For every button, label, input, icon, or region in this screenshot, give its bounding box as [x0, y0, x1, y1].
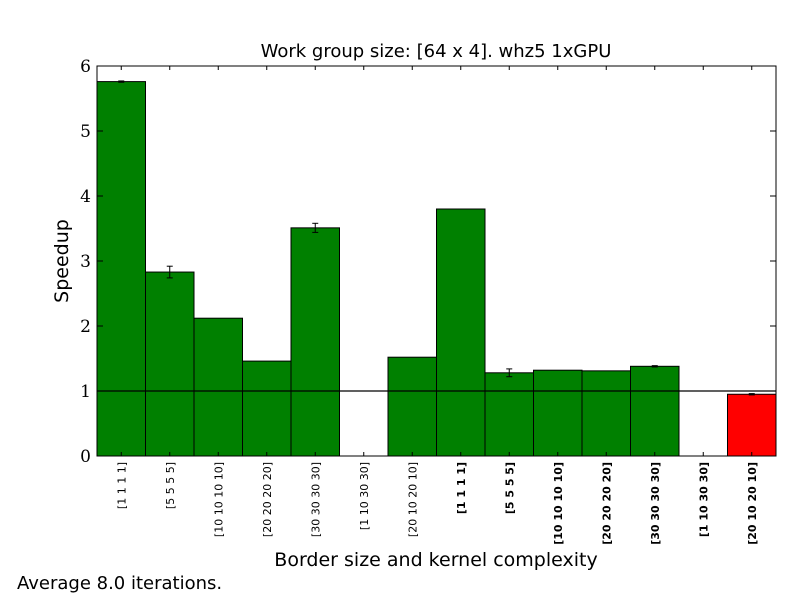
error-bar [506, 368, 513, 378]
error-bar [118, 80, 125, 83]
bar [533, 369, 583, 457]
y-tick-label: 1 [80, 382, 91, 402]
y-tick-label: 0 [80, 447, 91, 467]
bars-layer [96, 81, 777, 457]
bar [290, 227, 340, 457]
x-axis-ticks: [1 1 1 1] [5 5 5 5] [10 10 10 10] [20 20 20… [115, 66, 759, 545]
y-tick-label: 6 [80, 57, 91, 77]
y-axis-ticks: 0 1 2 3 4 5 6 [80, 57, 776, 467]
x-tick-label: [5 5 5 5] [164, 462, 177, 509]
bar [436, 208, 486, 457]
x-tick-label: [1 1 1 1] [115, 462, 128, 509]
error-bar [748, 393, 755, 396]
chart-title: Work group size: [64 x 4]. whz5 1xGPU [261, 41, 612, 62]
x-tick-label: [5 5 5 5] [503, 462, 516, 514]
bar [484, 372, 534, 457]
bar [727, 393, 777, 457]
bar [145, 271, 195, 457]
y-tick-label: 2 [80, 317, 91, 337]
bar [581, 370, 631, 457]
bar [96, 81, 146, 457]
x-tick-label: [20 20 20 20] [600, 462, 613, 545]
x-tick-label: [20 10 20 10] [746, 462, 759, 545]
error-bar [166, 265, 173, 279]
bar [630, 365, 680, 457]
y-tick-label: 3 [80, 252, 91, 272]
bar [387, 356, 437, 457]
x-axis-label: Border size and kernel complexity [274, 549, 597, 571]
y-axis-label: Speedup [51, 219, 73, 303]
x-tick-label: [10 10 10 10] [212, 462, 225, 537]
bar [193, 317, 243, 457]
x-tick-label: [1 1 1 1] [455, 462, 468, 514]
footer-note: Average 8.0 iterations. [17, 573, 222, 594]
bar [242, 360, 292, 457]
x-tick-label: [20 20 20 20] [261, 462, 274, 537]
error-bar [651, 365, 658, 368]
x-tick-label: [1 10 30 30] [697, 462, 710, 537]
x-tick-label: [10 10 10 10] [552, 462, 565, 545]
y-tick-label: 4 [80, 187, 91, 207]
y-tick-label: 5 [80, 122, 91, 142]
x-tick-label: [30 30 30 30] [309, 462, 322, 537]
error-bar [312, 222, 319, 233]
x-tick-label: [20 10 20 10] [406, 462, 419, 537]
x-tick-label: [1 10 30 30] [358, 462, 371, 530]
error-bars-layer [118, 80, 755, 396]
x-tick-label: [30 30 30 30] [649, 462, 662, 545]
